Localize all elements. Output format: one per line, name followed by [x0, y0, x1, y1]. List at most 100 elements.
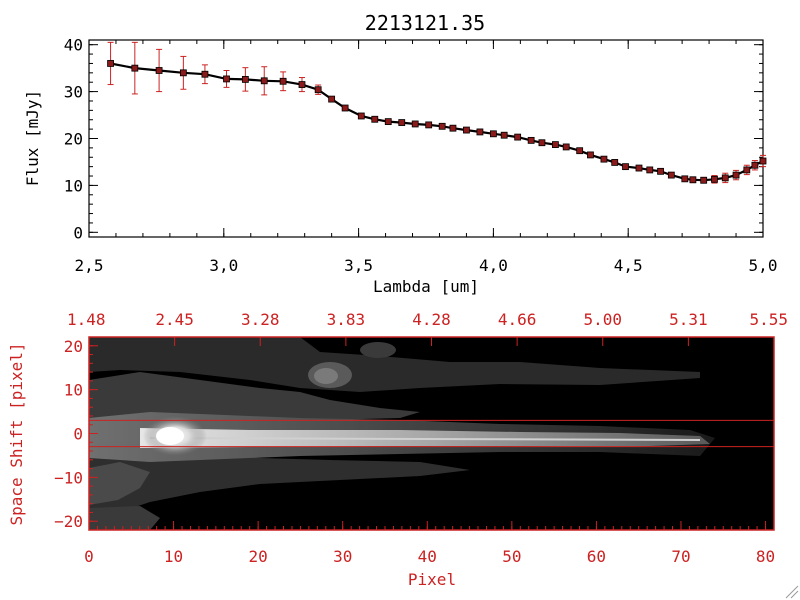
spectrum-data-point [341, 104, 349, 112]
spectrum-data-point [107, 60, 114, 67]
bright-core-peak [156, 427, 184, 445]
spectrum-data-point [398, 119, 406, 126]
chart-title: 2213121.35 [365, 11, 485, 35]
image-top-tick-label: 5.00 [583, 310, 622, 329]
image-x-tick-label: 40 [418, 547, 437, 566]
spectrum-x-tick-label: 4,5 [614, 256, 643, 275]
spectrum-data-point [314, 86, 322, 94]
image-top-tick-label: 1.48 [67, 310, 106, 329]
image-x-tick-label: 20 [249, 547, 268, 566]
spectrum-data-point [721, 174, 729, 182]
image-y-tick-label: 10 [64, 381, 83, 400]
spectrum-x-tick-label: 5,0 [749, 256, 778, 275]
spectrum-data-point [538, 139, 546, 147]
spectrum-y-ticks: 0 10 20 30 40 [64, 36, 763, 242]
spectrum-plot-frame [88, 39, 764, 238]
image-y-tick-label: −20 [54, 512, 83, 531]
spectrum-data-point [743, 166, 751, 174]
spectrum-y-tick-label: 0 [73, 223, 83, 242]
resize-grip-icon[interactable] [785, 585, 799, 599]
image-y-axis-label: Space Shift [pixel] [7, 342, 26, 525]
spectrum-data-point [500, 131, 508, 139]
spectrum-data-point [357, 112, 365, 120]
spectrum-data-point [527, 136, 535, 144]
spectrum-data-point [328, 95, 336, 103]
spectrum-data-point [700, 176, 708, 184]
image-top-tick-label: 5.31 [669, 310, 708, 329]
image-top-tick-label: 4.28 [412, 310, 451, 329]
spectrum-x-tick-label: 2,5 [75, 256, 104, 275]
spectrum-data-point [514, 133, 522, 141]
spectrum-data-point [562, 143, 570, 151]
spectrum-data-point [179, 69, 187, 77]
spectrum-x-tick-label: 3,5 [344, 256, 373, 275]
spectrum-y-tick-label: 40 [64, 36, 83, 55]
spectrum-image-panel: 0 10 20 30 40 50 60 70 80 −20 −10 0 10 20 1.48 2.45 3.… [7, 310, 788, 589]
bottom-left-blob [89, 506, 160, 530]
spectrum-data-point [298, 81, 306, 88]
image-x-tick-label: 60 [587, 547, 606, 566]
spectrum-data-point [667, 171, 675, 179]
spectrum-x-ticks: 2,5 3,0 3,5 4,0 4,5 5,0 [75, 40, 778, 275]
spectrum-data-point [732, 171, 740, 179]
spectrum-markers [107, 60, 767, 184]
image-top-tick-label: 4.66 [498, 310, 537, 329]
spectrum-data-point [711, 175, 718, 183]
spectrum-data-point [622, 163, 629, 171]
spectrum-image [89, 337, 774, 530]
spectrum-y-axis-label: Flux [mJy] [23, 90, 42, 186]
spectrum-data-point [223, 75, 230, 83]
diffuse-emission-upper [89, 337, 700, 392]
spectrum-data-point [279, 77, 287, 85]
spectrum-y-tick-label: 20 [64, 130, 83, 149]
image-x-tick-label: 30 [333, 547, 352, 566]
spectrum-data-point [689, 176, 697, 184]
spectrum-data-point [759, 157, 767, 165]
spectrum-data-point [489, 130, 497, 138]
spectrum-data-point [646, 166, 654, 174]
spectrum-data-point [611, 159, 619, 166]
spectrum-data-point [131, 64, 139, 72]
spectrum-data-point [681, 175, 689, 183]
spectrum-data-point [155, 67, 163, 74]
image-x-tick-label: 50 [502, 547, 521, 566]
image-y-tick-label: 20 [64, 337, 83, 356]
spectrum-x-tick-label: 4,0 [479, 256, 508, 275]
diffuse-emission-lower [89, 452, 470, 518]
image-top-tick-label: 2.45 [155, 310, 194, 329]
secondary-source-core [314, 368, 338, 384]
spectrum-data-point [476, 128, 484, 136]
faint-source-top [360, 342, 396, 358]
image-y-tick-label: −10 [54, 468, 83, 487]
spectrum-data-point [635, 164, 643, 172]
spectrum-x-tick-label: 3,0 [209, 256, 238, 275]
spectrum-y-tick-label: 30 [64, 83, 83, 102]
image-x-tick-label: 10 [164, 547, 183, 566]
lower-left-blob [89, 462, 150, 505]
trace-ridge [149, 437, 701, 441]
image-top-tick-label: 3.83 [327, 310, 366, 329]
spectrum-y-tick-label: 10 [64, 176, 83, 195]
image-top-wavelength-ticks: 1.48 2.45 3.28 3.83 4.28 4.66 5.00 5.31 5.55 [67, 310, 788, 346]
spectrum-data-point [260, 77, 268, 85]
spectrum-data-point [587, 151, 594, 159]
spectrum-panel: 2213121.35 2,5 3,0 3,5 4,0 4,5 5,0 010203040 … [23, 11, 777, 296]
spectrum-data-point [751, 161, 759, 169]
spectrum-data-point [449, 124, 457, 132]
image-x-axis-label: Pixel [408, 570, 456, 589]
image-y-tick-label: 0 [73, 425, 83, 444]
spectrum-x-axis-label: Lambda [um] [373, 277, 479, 296]
spectrum-data-point [463, 126, 470, 134]
image-top-tick-label: 3.28 [241, 310, 280, 329]
spectrum-data-point [576, 147, 584, 155]
spectrum-data-point [201, 70, 209, 78]
spectrum-data-point [425, 121, 433, 129]
spectrum-data-point [411, 120, 419, 128]
spectrum-series-line [110, 62, 764, 182]
spectrum-data-point [384, 118, 392, 126]
spectrum-error-bars [107, 41, 766, 184]
image-top-tick-label: 5.55 [749, 310, 788, 329]
spectrum-data-point [438, 122, 446, 130]
image-x-tick-label: 80 [756, 547, 775, 566]
